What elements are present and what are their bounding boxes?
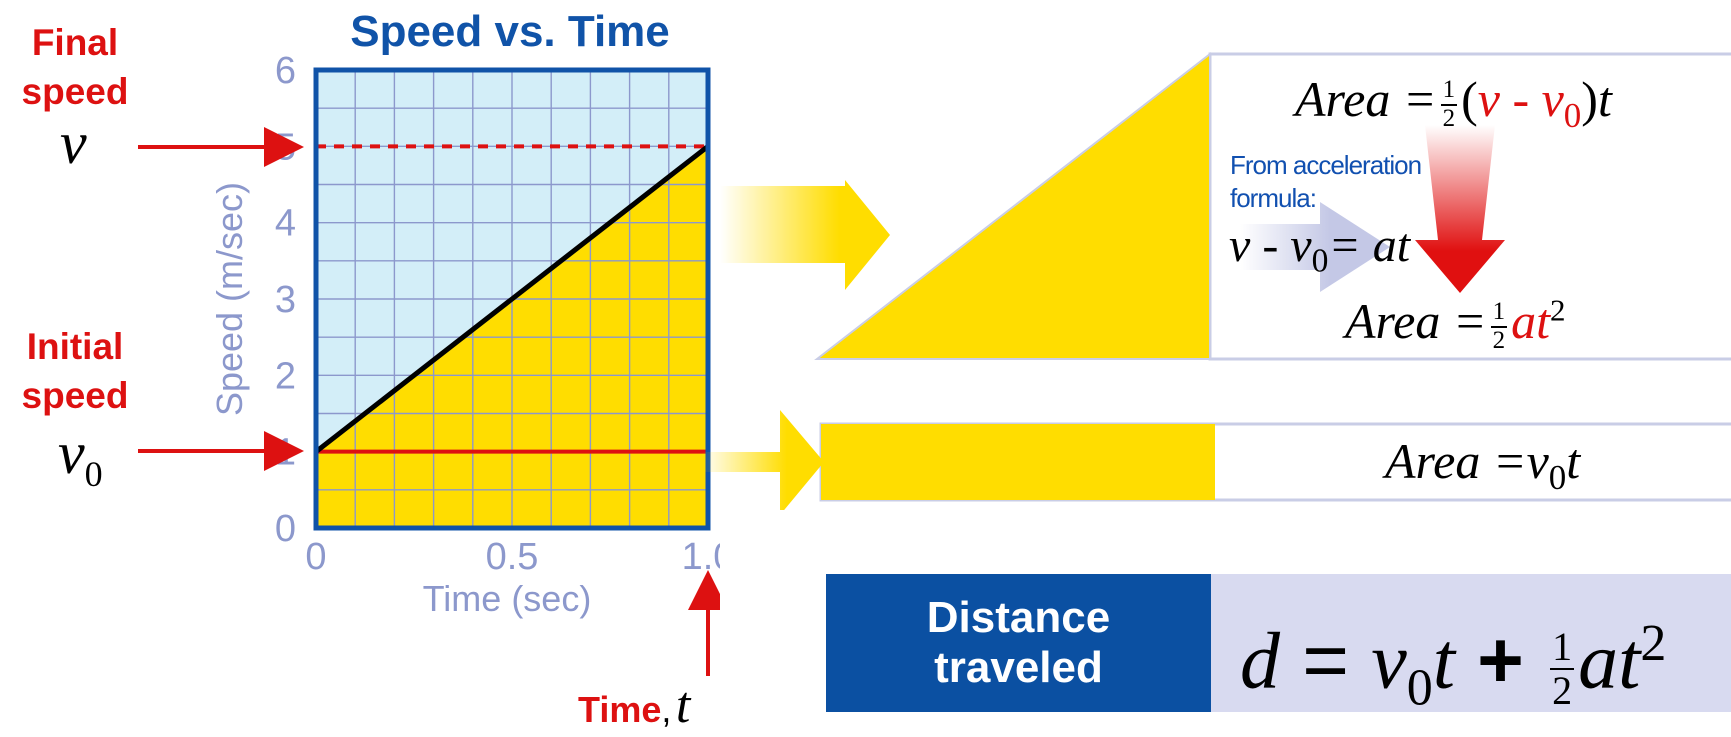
distance-label-line1: Distance (926, 593, 1111, 642)
time-label: Time (578, 689, 662, 730)
initial-speed-annotation: Initial speed (0, 322, 150, 420)
y-tick-labels: 0123456 (275, 50, 296, 550)
initial-speed-symbol: v0 (58, 420, 103, 494)
speed-time-chart: Speed vs. Time 0123456 00.51.0 Speed (m/… (138, 7, 720, 676)
y-axis-label: Speed (m/sec) (209, 182, 250, 416)
x-tick-label: 0.5 (486, 536, 539, 578)
chart-title: Speed vs. Time (350, 7, 670, 56)
triangle-area-formula: Area = 1 2 (v - v0)t (1295, 71, 1612, 135)
distance-formula: d = v0t + 1 2 at2 (1240, 615, 1667, 717)
substitution-down-arrow (1415, 125, 1505, 293)
final-speed-label-line1: Final (31, 22, 119, 63)
time-annotation: Time, t (578, 677, 691, 734)
final-speed-symbol: v (60, 110, 87, 176)
speed-line (314, 144, 710, 454)
acceleration-equation: v - v0= at (1229, 219, 1411, 280)
from-acceleration-note: From acceleration formula: (1230, 150, 1422, 213)
distance-label-box: Distance traveled (826, 574, 1211, 712)
x-tick-label: 1.0 (682, 536, 720, 578)
x-tick-labels: 0 0.5 1.0 (305, 536, 720, 578)
distance-label-line2: traveled (934, 643, 1103, 692)
initial-speed-label-line2: speed (21, 375, 129, 416)
explainer-graphics (700, 51, 1731, 510)
time-symbol: t (675, 677, 691, 734)
final-speed-label-line2: speed (21, 71, 129, 112)
plot-frame (313, 67, 711, 531)
y-tick-label: 4 (275, 203, 296, 245)
x-axis-label: Time (sec) (423, 578, 592, 619)
final-speed-annotation: Final speed (0, 18, 150, 116)
initial-speed-label-line1: Initial (26, 326, 124, 367)
substitution-arrow (1240, 202, 1390, 292)
triangle-area-shape (814, 51, 1211, 360)
y-tick-label: 2 (275, 355, 296, 397)
rectangle-area-shape (821, 424, 1215, 500)
distance-formula-box (1211, 574, 1731, 712)
triangle-area-result: Area = 1 2 at2 (1345, 292, 1566, 354)
x-tick-label: 0 (305, 536, 326, 578)
triangle-pointer-arrow (720, 180, 890, 290)
rectangle-area-formula: Area =v0t (1385, 433, 1581, 497)
y-tick-label: 3 (275, 279, 296, 321)
y-tick-label: 0 (275, 508, 296, 550)
y-tick-label: 6 (275, 50, 296, 92)
rectangle-pointer-arrow (700, 410, 824, 510)
